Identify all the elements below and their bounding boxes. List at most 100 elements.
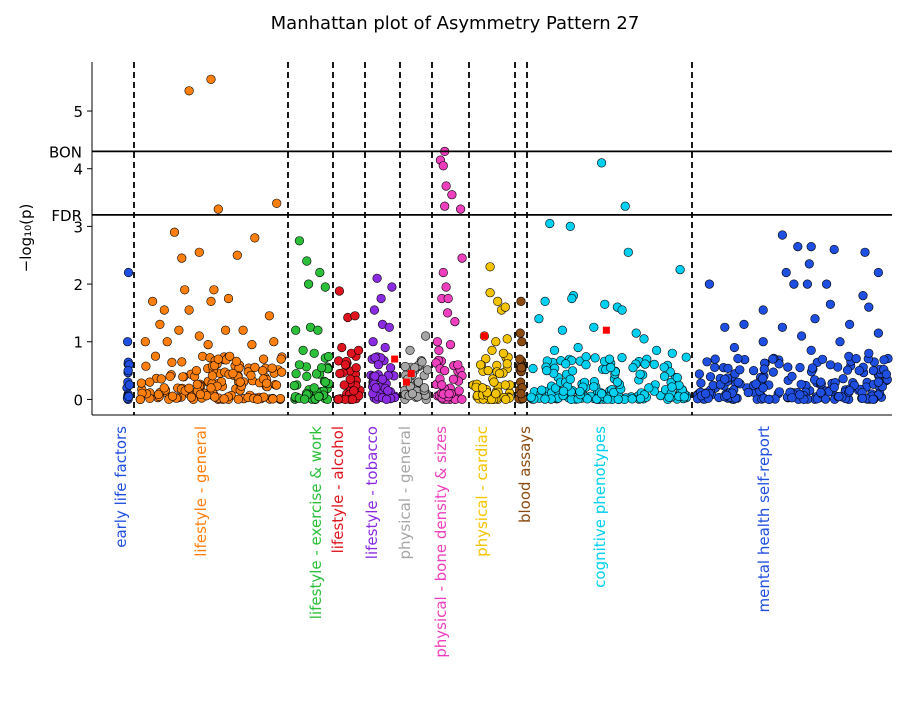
data-point xyxy=(879,355,889,365)
data-point xyxy=(860,247,870,257)
data-point xyxy=(549,345,560,356)
data-point xyxy=(309,383,319,393)
data-point xyxy=(311,369,322,379)
y-tick-label: 0 xyxy=(73,391,83,409)
series-physical-bone-density-sizes xyxy=(431,146,467,405)
data-point xyxy=(377,374,388,384)
data-points xyxy=(122,74,893,405)
data-point xyxy=(768,367,778,377)
data-point xyxy=(258,366,268,376)
data-point xyxy=(334,286,345,296)
data-point xyxy=(664,392,674,402)
data-point xyxy=(679,392,689,402)
data-point xyxy=(723,363,733,374)
series-lifestyle-general xyxy=(135,74,287,405)
data-point xyxy=(516,389,526,399)
data-point xyxy=(795,362,805,373)
data-point xyxy=(246,370,256,381)
data-point xyxy=(804,259,814,269)
data-point xyxy=(881,369,892,379)
data-point xyxy=(802,279,813,289)
data-point xyxy=(590,353,600,363)
data-point xyxy=(581,352,591,362)
data-point xyxy=(502,334,512,344)
data-point xyxy=(640,359,650,369)
data-point xyxy=(349,386,359,396)
data-point xyxy=(315,267,325,278)
data-point xyxy=(820,394,831,404)
data-point xyxy=(447,190,457,200)
data-point xyxy=(834,392,844,402)
data-point xyxy=(739,319,749,330)
data-point xyxy=(704,279,715,289)
data-point xyxy=(123,267,134,278)
data-point xyxy=(438,267,448,278)
category-label-physical-cardiac: physical - cardiac xyxy=(473,426,491,557)
data-point xyxy=(432,337,443,347)
data-point xyxy=(821,279,832,289)
data-point xyxy=(667,348,677,358)
data-point xyxy=(528,363,538,374)
category-label-mental-health-self-report: mental health self-report xyxy=(755,426,773,613)
data-point xyxy=(453,360,463,370)
data-point xyxy=(781,267,791,278)
axes: 0 1 2 3 4 5 xyxy=(73,62,892,416)
data-point xyxy=(250,233,260,243)
data-point xyxy=(141,361,151,371)
data-point xyxy=(748,366,759,376)
data-point xyxy=(835,337,845,347)
series-mental-health-self-report xyxy=(692,230,893,405)
highlight-marker xyxy=(391,355,399,363)
data-point xyxy=(540,296,550,307)
category-label-lifestyle-alcohol: lifestyle - alcohol xyxy=(329,426,347,553)
data-point xyxy=(250,362,260,373)
data-point xyxy=(806,242,816,252)
data-point xyxy=(623,247,633,257)
data-point xyxy=(481,354,491,364)
data-point xyxy=(735,365,745,375)
data-point xyxy=(873,328,884,338)
y-tick-label: 5 xyxy=(73,103,83,121)
data-point xyxy=(857,393,868,404)
data-point xyxy=(667,382,677,392)
data-point xyxy=(373,360,384,370)
threshold-label-fdr: FDR xyxy=(51,207,82,225)
data-point xyxy=(796,331,807,341)
data-point xyxy=(868,366,879,376)
data-point xyxy=(434,345,444,356)
data-point xyxy=(721,390,732,401)
data-point xyxy=(291,369,301,379)
data-point xyxy=(635,369,645,379)
data-point xyxy=(194,331,204,341)
data-point xyxy=(758,305,768,315)
data-point xyxy=(485,262,495,272)
series-lifestyle-alcohol xyxy=(333,286,365,405)
data-point xyxy=(380,342,390,353)
data-point xyxy=(233,394,243,404)
data-point xyxy=(213,354,223,364)
data-point xyxy=(457,394,467,404)
data-point xyxy=(184,86,194,96)
data-point xyxy=(516,296,526,307)
highlight-marker xyxy=(407,369,415,377)
data-point xyxy=(309,348,319,358)
data-point xyxy=(700,389,711,399)
data-point xyxy=(345,374,355,384)
data-point xyxy=(681,352,691,362)
threshold-label-bon: BON xyxy=(49,143,82,161)
data-point xyxy=(639,334,649,344)
data-point xyxy=(517,337,527,347)
data-point xyxy=(232,250,242,260)
data-point xyxy=(162,337,172,347)
data-point xyxy=(816,377,826,387)
data-point xyxy=(635,394,646,404)
data-point xyxy=(515,328,525,338)
data-point xyxy=(710,354,720,364)
data-point xyxy=(169,227,180,237)
data-point xyxy=(705,372,716,382)
series-physical-cardiac xyxy=(468,262,515,405)
data-point xyxy=(733,377,743,387)
data-point xyxy=(150,351,161,361)
data-point xyxy=(515,354,525,364)
data-point xyxy=(596,389,607,399)
